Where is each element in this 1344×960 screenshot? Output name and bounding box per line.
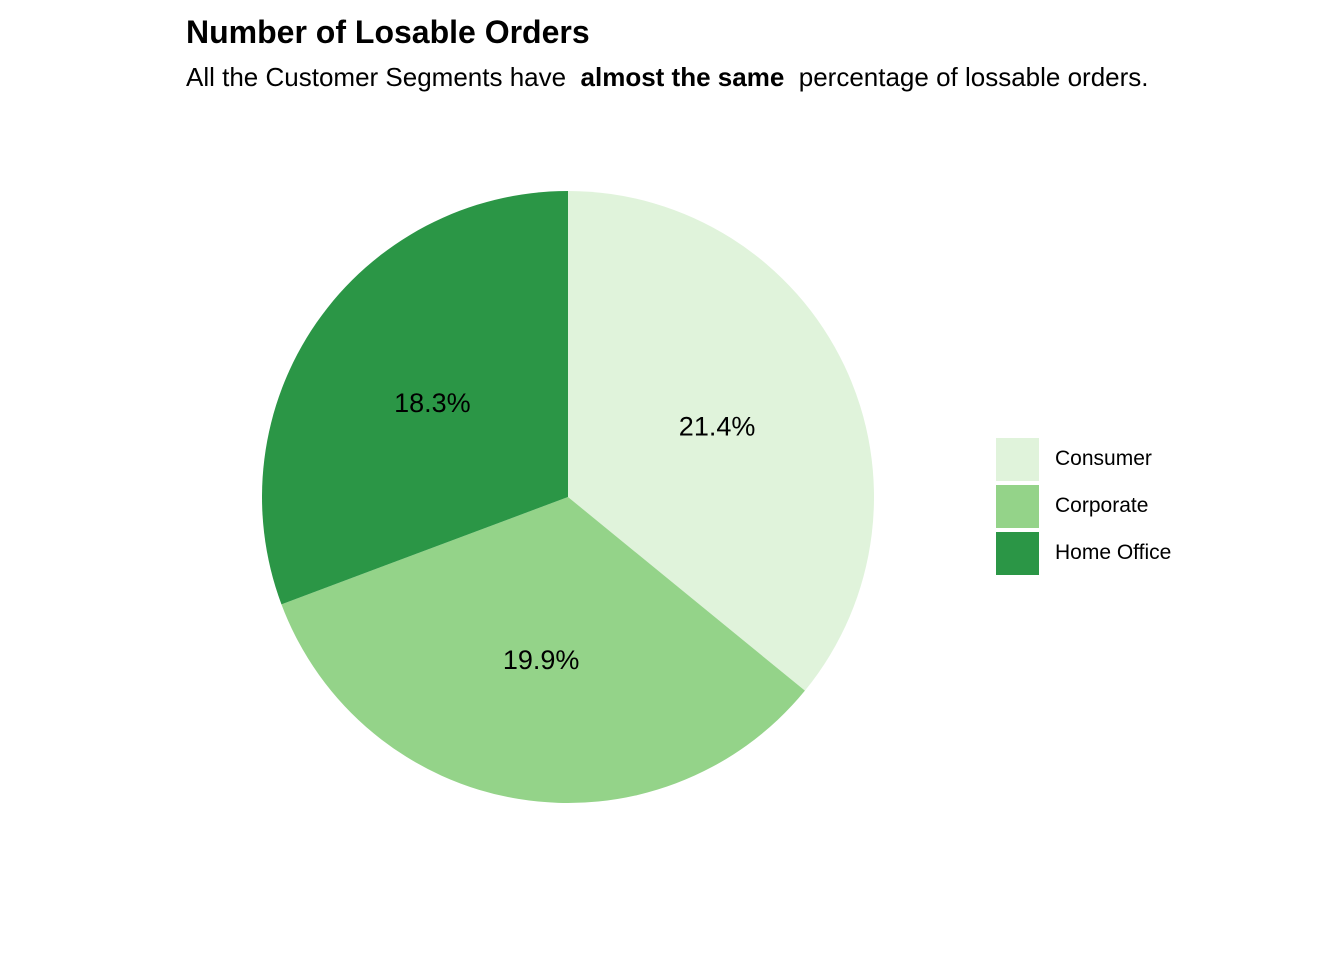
subtitle-text-start: All the Customer Segments have xyxy=(186,62,574,92)
legend-swatch-consumer xyxy=(996,437,1039,481)
pie-slice-consumer xyxy=(568,191,874,691)
legend-label-home-office: Home Office xyxy=(1055,541,1172,564)
subtitle-emphasis: almost the same xyxy=(580,62,785,92)
pie-slice-home-office xyxy=(262,191,568,605)
legend-item-corporate: Corporate xyxy=(996,484,1171,528)
slice-label-consumer: 21.4% xyxy=(679,411,756,441)
slice-label-home-office: 18.3% xyxy=(394,388,471,418)
legend-swatch-home-office xyxy=(996,531,1039,575)
legend-label-consumer: Consumer xyxy=(1055,447,1152,470)
legend-swatch-corporate xyxy=(996,484,1039,528)
chart-subtitle: All the Customer Segments have almost th… xyxy=(186,62,1149,93)
subtitle-text-end: percentage of lossable orders. xyxy=(791,62,1149,92)
legend: Consumer Corporate Home Office xyxy=(996,437,1171,578)
legend-item-home-office: Home Office xyxy=(996,531,1171,575)
slice-label-corporate: 19.9% xyxy=(503,645,580,675)
chart-title: Number of Losable Orders xyxy=(186,14,590,50)
legend-label-corporate: Corporate xyxy=(1055,494,1149,517)
legend-item-consumer: Consumer xyxy=(996,437,1171,481)
pie-slice-corporate xyxy=(281,497,805,803)
